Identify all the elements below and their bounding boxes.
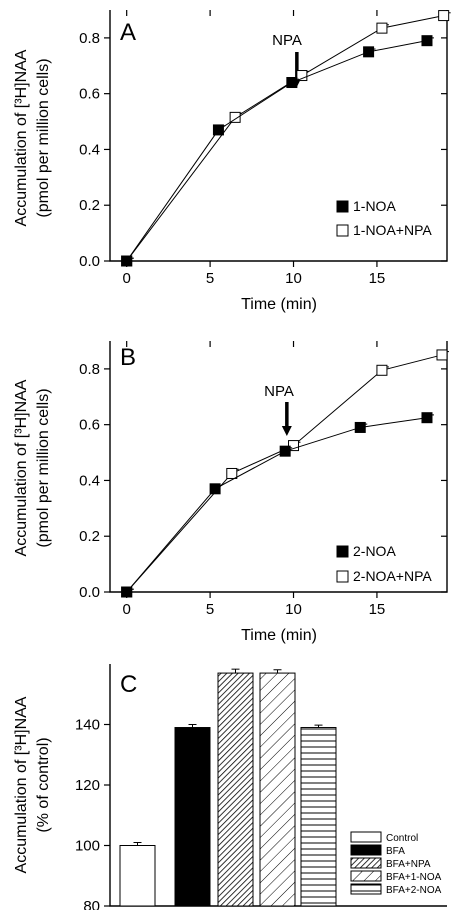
panel-a-marker-1	[121, 255, 133, 267]
panel-c-bar-4	[259, 672, 296, 907]
panel-c-bar-2	[174, 727, 211, 907]
panel-a-legend-label-1: 1-NOA	[353, 198, 396, 214]
panel-c-legend-swatch-3	[350, 857, 382, 869]
panel-a-ytick-label: 0.0	[79, 253, 100, 270]
panel-b-legend-marker-2	[336, 570, 349, 583]
panel-c-letter: C	[120, 671, 137, 698]
panel-c-legend-label-3: BFA+NPA	[386, 859, 431, 870]
panel-b-legend-marker-1	[336, 545, 349, 558]
panel-b-marker-2	[226, 467, 238, 479]
panel-b-xtick-label: 5	[206, 601, 214, 618]
panel-a-xtick-label: 0	[123, 270, 131, 287]
panel-c-legend-swatch-5	[350, 883, 382, 895]
panel-b-ytick-label: 0.8	[79, 361, 100, 378]
panel-a-marker-2	[229, 111, 241, 123]
panel-a-axes	[109, 10, 448, 262]
panel-c-ylabel-2: (% of control)	[35, 737, 52, 832]
panel-b-ytick-label: 0.0	[79, 584, 100, 601]
panel-a-marker-1	[363, 46, 375, 58]
panel-c-ytick-label: 120	[75, 777, 100, 794]
panel-b-ytick-label: 0.2	[79, 528, 100, 545]
panel-a-xlabel: Time (min)	[241, 296, 317, 313]
panel-b-ylabel-1: Accumulation of [³H]NAA	[13, 379, 30, 556]
panel-a-marker-1	[286, 77, 298, 89]
panel-a-xtick-label: 15	[369, 270, 386, 287]
panel-b-xtick-label: 15	[369, 601, 386, 618]
panel-a-ytick-label: 0.6	[79, 86, 100, 103]
panel-b-ylabel-2: (pmol per million cells)	[35, 388, 52, 547]
panel-a-letter: A	[120, 19, 136, 46]
panel-a-marker-1	[421, 35, 433, 47]
panel-b-series-line-1	[126, 417, 428, 593]
panel-b-xtick-label: 10	[285, 601, 302, 618]
plot-layer: 0.0 0.2 0.4 0.6 0.8 0 5 10 15 0.0 0.2 0.4 0.6 0.8 0 5 10…	[75, 10, 451, 910]
panel-a-ytick-label: 0.8	[79, 30, 100, 47]
panel-a-marker-2	[296, 70, 308, 82]
panel-c-ytick-label: 140	[75, 717, 100, 734]
panel-b-marker-1	[209, 483, 221, 495]
panel-b-marker-2	[288, 440, 300, 452]
panel-c-ylabel-1: Accumulation of [³H]NAA	[13, 696, 30, 873]
panel-c-legend-swatch-4	[350, 870, 382, 882]
panel-c-bar-3	[217, 672, 254, 907]
panel-b-legend-label-2: 2-NOA+NPA	[353, 568, 432, 584]
panel-b-letter: B	[120, 344, 136, 371]
panel-a-marker-2	[376, 22, 388, 34]
panel-c-bar-5	[300, 727, 337, 907]
panel-a-legend-marker-2	[336, 224, 349, 237]
panel-c-legend-swatch-1	[350, 831, 382, 843]
panel-b-npa-arrow-head	[281, 426, 292, 436]
panel-a-marker-2	[438, 10, 450, 22]
panel-c: C Accumulation of [³H]NAA (% of control)	[13, 671, 137, 873]
panel-b-ytick-label: 0.6	[79, 417, 100, 434]
panel-b-marker-1	[354, 421, 366, 433]
panel-a-legend-label-2: 1-NOA+NPA	[353, 222, 432, 238]
panel-b-marker-2	[436, 349, 448, 361]
panel-a-xtick-label: 5	[206, 270, 214, 287]
panel-b-marker-2	[376, 364, 388, 376]
panel-a-ytick-label: 0.2	[79, 197, 100, 214]
panel-c-legend-label-4: BFA+1-NOA	[386, 872, 442, 883]
panel-a-npa-label: NPA	[272, 32, 302, 49]
panel-a: A Accumulation of [³H]NAA (pmol per mill…	[13, 19, 432, 313]
panel-a-marker-1	[212, 124, 224, 136]
panel-b-marker-1	[279, 445, 291, 457]
panel-c-legend-swatch-2	[350, 844, 382, 856]
panel-a-xtick-label: 10	[285, 270, 302, 287]
panel-b-marker-1	[421, 412, 433, 424]
panel-a-ylabel-1: Accumulation of [³H]NAA	[13, 49, 30, 226]
panel-b-marker-1	[121, 586, 133, 598]
panel-b-ytick-label: 0.4	[79, 472, 100, 489]
panel-c-legend-label-1: Control	[386, 833, 418, 844]
panel-b-axes	[109, 341, 448, 593]
panel-b-xtick-label: 0	[123, 601, 131, 618]
panel-c-ytick-label: 80	[83, 898, 100, 910]
panel-a-ytick-label: 0.4	[79, 141, 100, 158]
panel-c-legend-label-2: BFA	[386, 846, 405, 857]
panel-b-npa-label: NPA	[264, 383, 294, 400]
panel-a-legend-marker-1	[336, 200, 349, 213]
panel-b-legend-label-1: 2-NOA	[353, 543, 396, 559]
panel-c-bar-1	[119, 845, 156, 907]
panel-b: B Accumulation of [³H]NAA (pmol per mill…	[13, 344, 432, 644]
panel-b-xlabel: Time (min)	[241, 627, 317, 644]
panel-a-ylabel-2: (pmol per million cells)	[35, 58, 52, 217]
panel-c-legend-label-5: BFA+2-NOA	[386, 885, 442, 896]
panel-c-ytick-label: 100	[75, 838, 100, 855]
